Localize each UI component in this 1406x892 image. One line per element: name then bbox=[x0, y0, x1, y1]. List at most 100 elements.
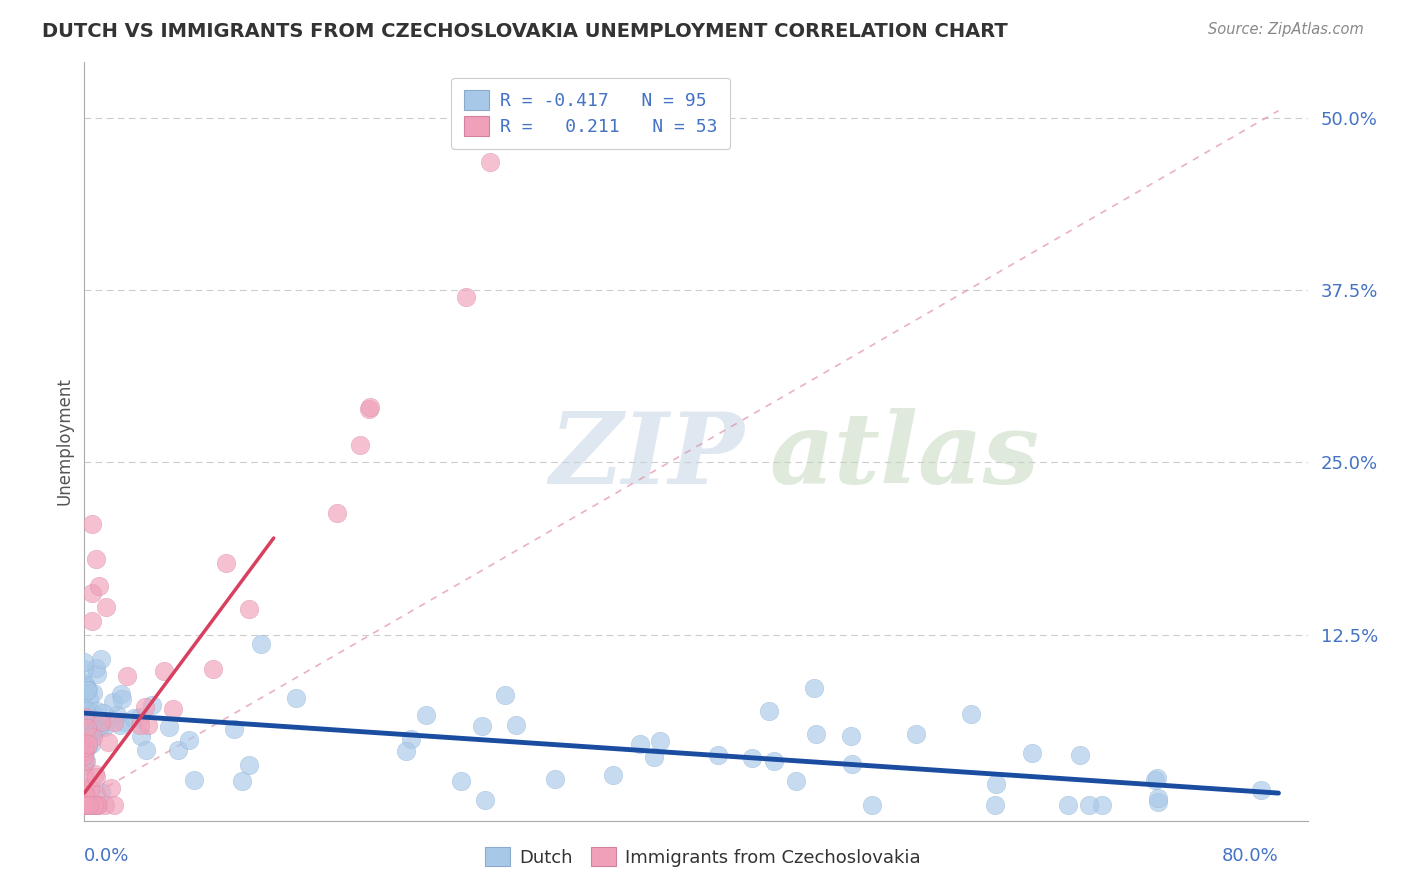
Y-axis label: Unemployment: Unemployment bbox=[55, 377, 73, 506]
Point bbox=[643, 749, 665, 764]
Point bbox=[80, 738, 103, 752]
Point bbox=[763, 754, 786, 768]
Point bbox=[73, 687, 96, 701]
Point bbox=[77, 737, 100, 751]
Point bbox=[75, 743, 97, 757]
Point bbox=[110, 687, 132, 701]
Point bbox=[1147, 790, 1170, 805]
Point bbox=[129, 710, 152, 724]
Point bbox=[134, 699, 156, 714]
Point bbox=[84, 661, 107, 675]
Point bbox=[401, 732, 423, 747]
Point bbox=[202, 662, 225, 676]
Point bbox=[97, 734, 120, 748]
Point bbox=[73, 748, 96, 763]
Point bbox=[96, 599, 118, 614]
Point bbox=[94, 798, 117, 813]
Point bbox=[73, 798, 96, 813]
Point bbox=[214, 556, 236, 570]
Point bbox=[79, 798, 101, 813]
Point bbox=[76, 798, 98, 813]
Point bbox=[115, 668, 138, 682]
Point bbox=[79, 798, 101, 813]
Point bbox=[76, 739, 98, 754]
Point bbox=[82, 686, 104, 700]
Point bbox=[648, 733, 671, 747]
Point bbox=[79, 729, 101, 743]
Point bbox=[250, 637, 273, 651]
Point bbox=[76, 721, 98, 735]
Point bbox=[284, 691, 307, 706]
Text: 0.0%: 0.0% bbox=[84, 847, 129, 865]
Point bbox=[100, 780, 122, 795]
Point bbox=[1091, 798, 1114, 813]
Point bbox=[238, 601, 260, 615]
Point bbox=[628, 738, 651, 752]
Point bbox=[136, 717, 159, 731]
Point bbox=[73, 704, 96, 718]
Point bbox=[471, 719, 494, 733]
Point bbox=[803, 681, 825, 695]
Point bbox=[79, 798, 101, 813]
Point bbox=[153, 664, 176, 678]
Point bbox=[73, 798, 96, 813]
Point bbox=[87, 710, 110, 724]
Point bbox=[73, 768, 96, 782]
Point bbox=[1056, 798, 1078, 813]
Point bbox=[76, 735, 98, 749]
Point bbox=[75, 754, 97, 768]
Point bbox=[131, 730, 153, 744]
Point bbox=[93, 720, 115, 734]
Text: ZIP: ZIP bbox=[550, 409, 744, 505]
Point bbox=[101, 695, 124, 709]
Point bbox=[1021, 746, 1043, 760]
Point bbox=[87, 798, 110, 813]
Point bbox=[90, 785, 112, 799]
Point bbox=[91, 706, 114, 721]
Point bbox=[77, 734, 100, 748]
Point bbox=[103, 714, 125, 729]
Point bbox=[77, 692, 100, 706]
Point bbox=[110, 691, 132, 706]
Point bbox=[86, 798, 108, 813]
Point bbox=[80, 586, 103, 600]
Point bbox=[112, 715, 135, 730]
Point bbox=[238, 758, 260, 772]
Point bbox=[544, 772, 567, 786]
Point bbox=[1143, 772, 1166, 787]
Legend: Dutch, Immigrants from Czechoslovakia: Dutch, Immigrants from Czechoslovakia bbox=[478, 840, 928, 874]
Point bbox=[1078, 798, 1101, 813]
Point bbox=[73, 655, 96, 669]
Point bbox=[82, 723, 104, 738]
Point bbox=[602, 768, 624, 782]
Point bbox=[231, 774, 253, 789]
Point bbox=[785, 773, 807, 788]
Point bbox=[86, 667, 108, 681]
Point bbox=[128, 718, 150, 732]
Point bbox=[80, 614, 103, 628]
Point bbox=[326, 506, 349, 520]
Point bbox=[103, 798, 125, 813]
Text: Source: ZipAtlas.com: Source: ZipAtlas.com bbox=[1208, 22, 1364, 37]
Point bbox=[76, 681, 98, 695]
Point bbox=[141, 698, 163, 713]
Point bbox=[73, 798, 96, 813]
Point bbox=[75, 726, 97, 740]
Point bbox=[707, 748, 730, 763]
Point bbox=[73, 798, 96, 813]
Point bbox=[73, 746, 96, 760]
Point bbox=[73, 663, 96, 677]
Point bbox=[450, 774, 472, 789]
Point bbox=[73, 798, 96, 813]
Point bbox=[76, 683, 98, 698]
Point bbox=[177, 733, 200, 747]
Point bbox=[73, 798, 96, 813]
Point bbox=[1069, 747, 1091, 762]
Point bbox=[73, 723, 96, 738]
Point bbox=[395, 744, 418, 758]
Point bbox=[73, 757, 96, 772]
Point bbox=[758, 704, 780, 718]
Point bbox=[960, 707, 983, 722]
Point bbox=[222, 723, 245, 737]
Point bbox=[105, 707, 128, 722]
